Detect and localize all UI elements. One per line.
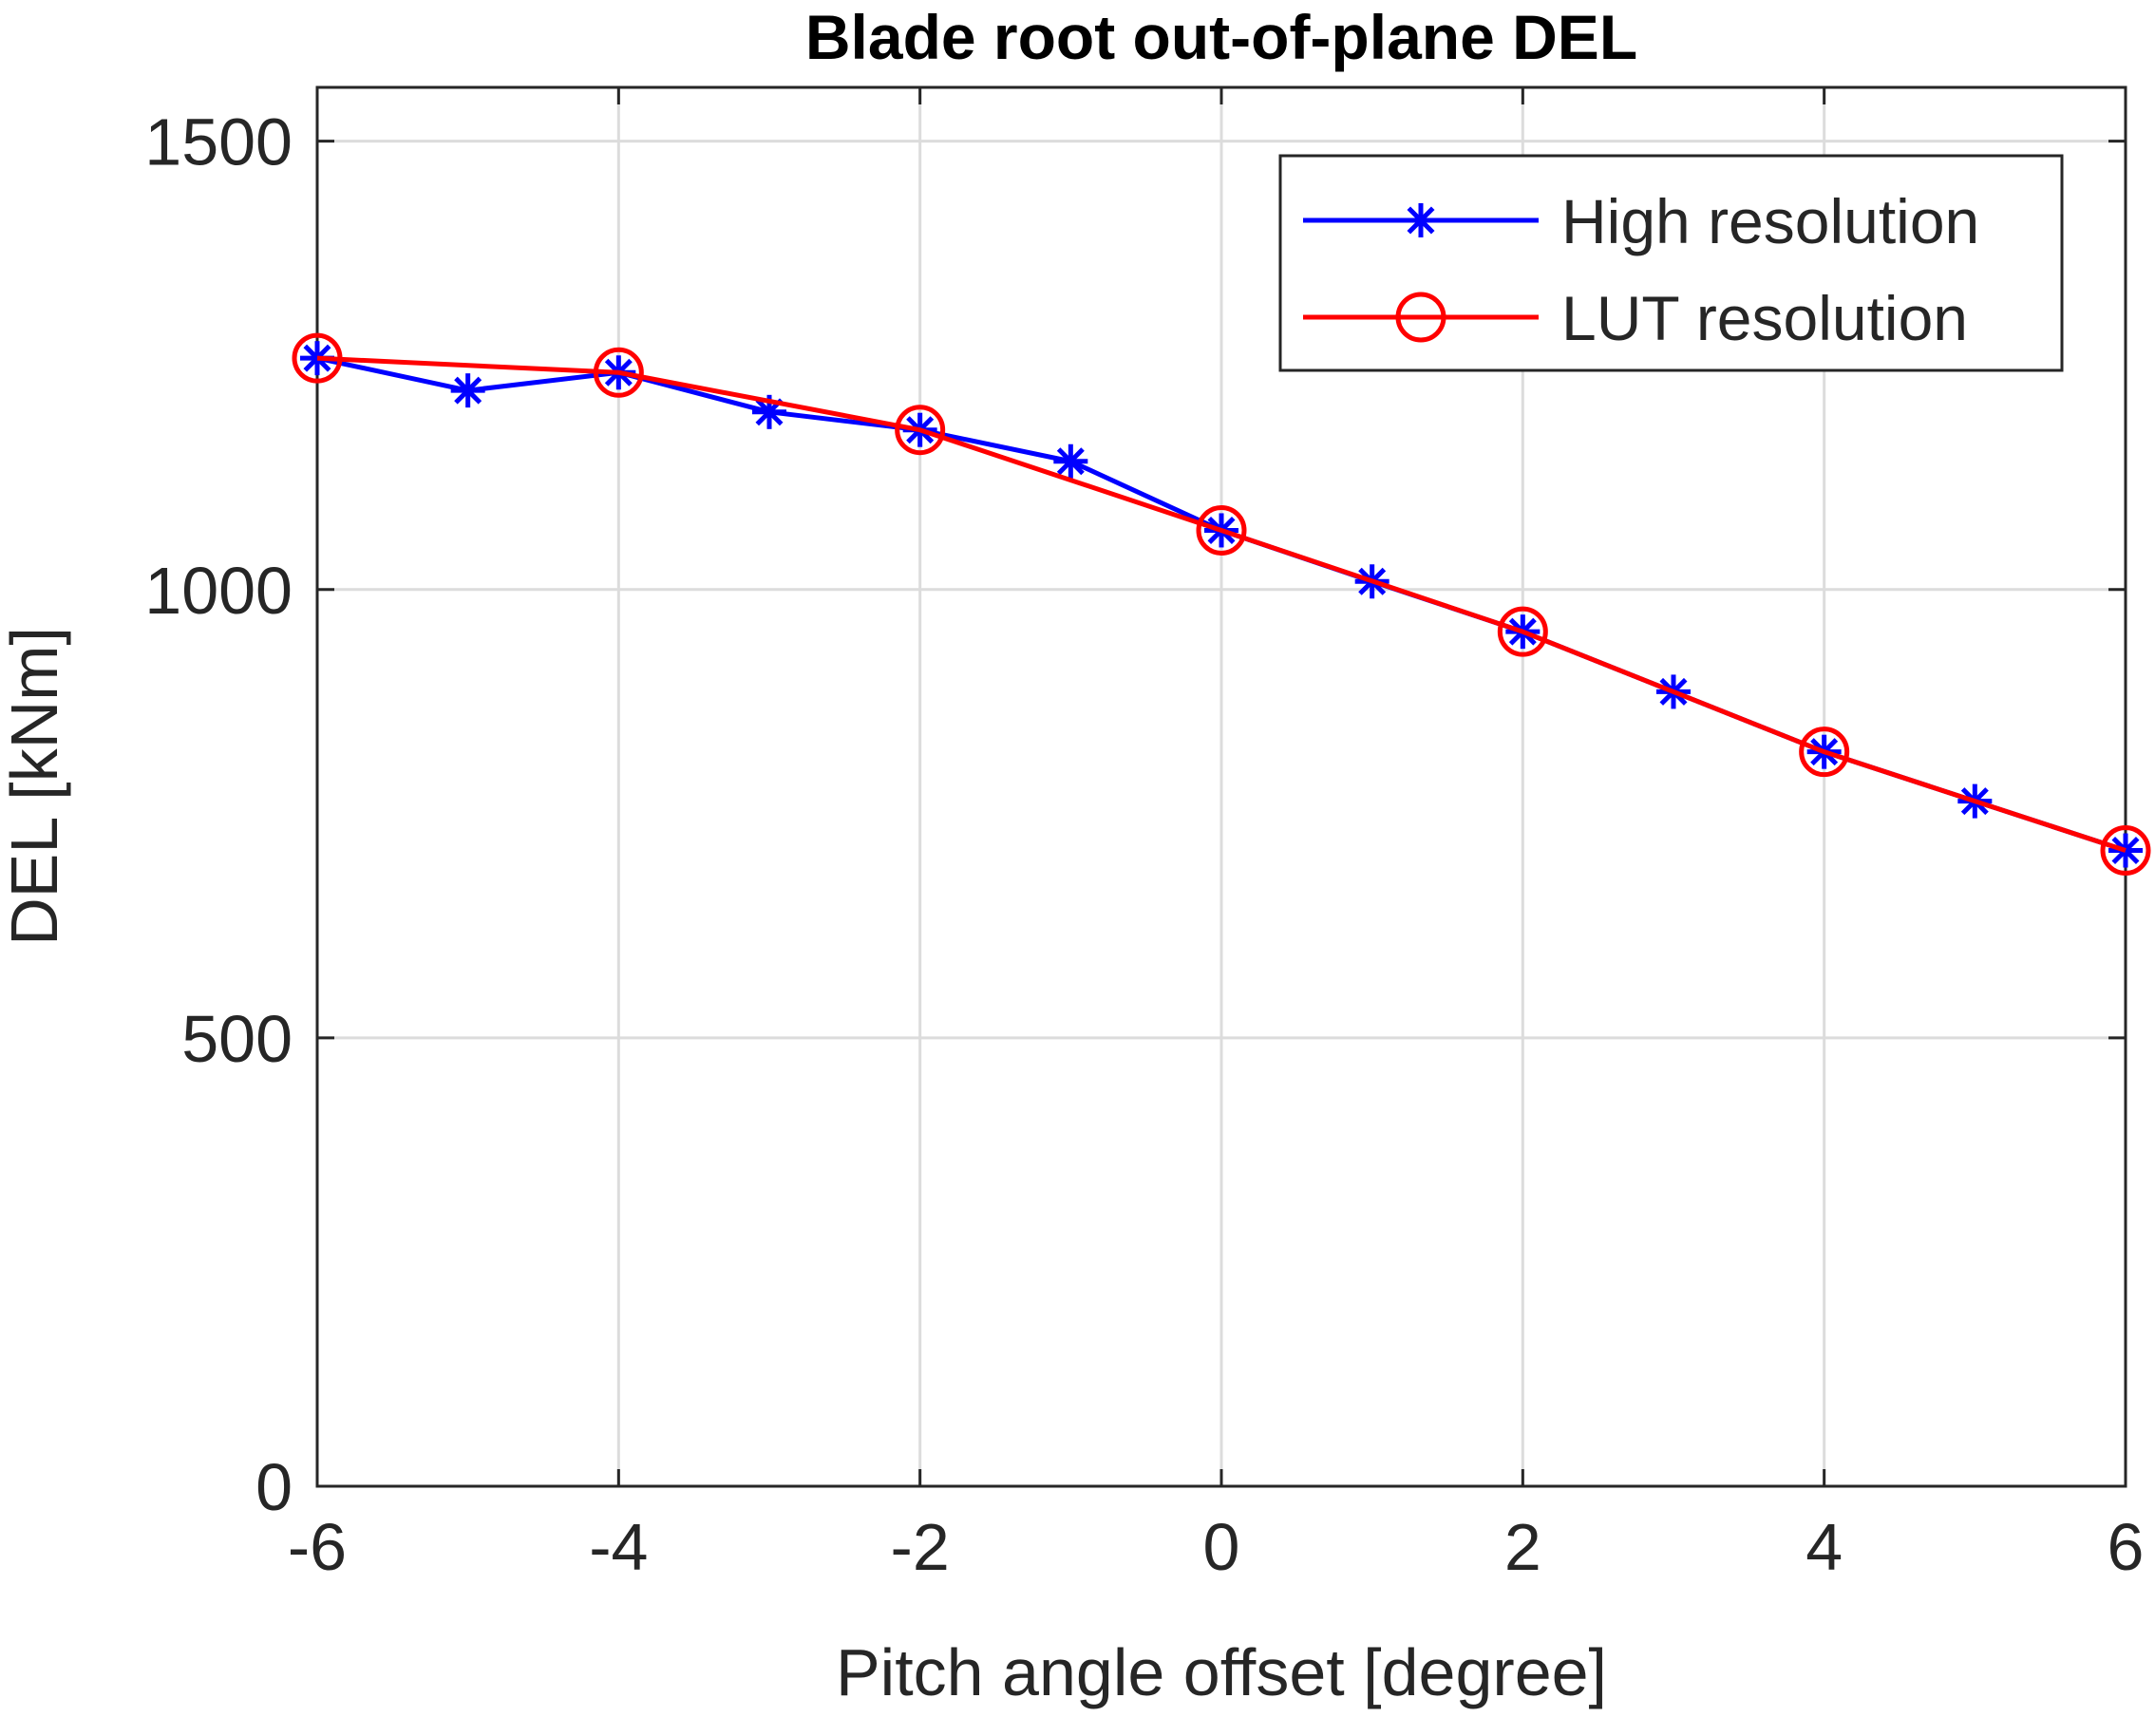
data-point — [593, 347, 644, 398]
series-group — [292, 332, 2151, 877]
y-axis-label: DEL [kNm] — [0, 627, 71, 946]
series-lut-resolution — [292, 332, 2151, 877]
data-point — [1196, 504, 1247, 556]
data-point — [895, 405, 946, 456]
tick-labels: -6 -4 -2 0 2 4 6 0 500 1000 1500 — [144, 105, 2144, 1584]
legend-item: LUT resolution — [1303, 283, 1968, 353]
legend: High resolution LUT resolution — [1278, 154, 2064, 372]
data-point — [1053, 443, 1088, 479]
y-tick-label: 500 — [181, 1002, 293, 1076]
x-tick-label: 4 — [1805, 1510, 1843, 1584]
data-point — [2100, 825, 2151, 877]
data-point — [1799, 726, 1850, 778]
axis-ticks — [315, 87, 2127, 1488]
series-line — [316, 355, 2127, 853]
x-tick-label: -4 — [589, 1510, 648, 1584]
legend-label: LUT resolution — [1561, 283, 1968, 353]
x-tick-label: 6 — [2108, 1510, 2145, 1584]
x-tick-label: 0 — [1203, 1510, 1240, 1584]
legend-marker — [1404, 203, 1438, 237]
x-axis-label: Pitch angle offset [degree] — [836, 1635, 1607, 1709]
y-tick-label: 0 — [255, 1450, 293, 1524]
x-tick-label: -2 — [891, 1510, 950, 1584]
legend-item: High resolution — [1303, 186, 1979, 256]
legend-label: High resolution — [1561, 186, 1979, 256]
data-point — [292, 332, 343, 384]
chart-title: Blade root out-of-plane DEL — [805, 2, 1637, 72]
legend-marker — [1395, 292, 1446, 343]
x-tick-label: -6 — [288, 1510, 347, 1584]
x-tick-label: 2 — [1504, 1510, 1541, 1584]
y-tick-label: 1000 — [144, 554, 293, 628]
data-point — [1497, 606, 1548, 657]
data-point — [450, 373, 485, 408]
y-tick-label: 1500 — [144, 105, 293, 179]
legend-box — [1278, 154, 2064, 372]
